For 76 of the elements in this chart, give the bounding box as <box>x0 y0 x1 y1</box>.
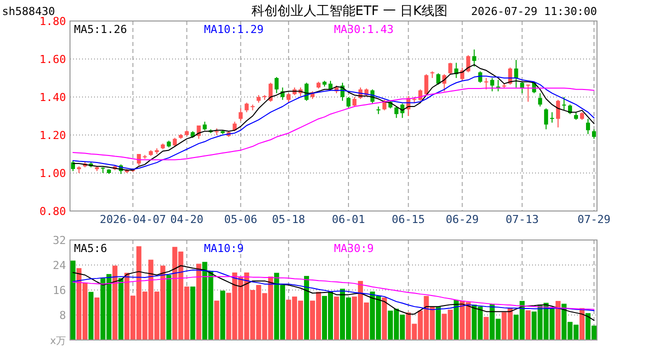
candlestick <box>562 96 566 111</box>
bar <box>118 278 124 340</box>
bar <box>454 300 459 340</box>
x-tick-label: 07-29 <box>577 212 611 226</box>
y-tick-label: 24 <box>52 258 66 272</box>
line-series <box>72 270 595 312</box>
candlestick <box>394 106 398 118</box>
candlestick <box>538 92 542 107</box>
text: MA30:1.43 <box>334 23 394 36</box>
x-tick-label: 06-15 <box>392 212 425 226</box>
y-tick-label: 16 <box>52 284 66 297</box>
x-tick-label: 2026-04-07 <box>100 212 166 226</box>
candlestick <box>514 59 518 88</box>
y-tick-label: 1.60 <box>40 52 66 66</box>
bar <box>526 310 531 340</box>
candlestick <box>556 99 560 128</box>
chart-title: 科创创业人工智能ETF 一 日K线图 <box>251 4 448 19</box>
text: MA10:1.29 <box>204 23 264 36</box>
candlestick <box>196 125 201 140</box>
candlestick <box>466 54 470 73</box>
candlestick <box>592 128 596 140</box>
bar <box>220 290 226 340</box>
bar <box>334 296 339 340</box>
bar <box>556 300 561 340</box>
candlestick <box>484 78 488 90</box>
x-tick-label: 04-20 <box>170 212 204 226</box>
bar <box>166 275 172 340</box>
candlestick <box>286 92 291 104</box>
candlestick <box>268 82 273 102</box>
text: 2026-07-29 11:30:00 <box>471 5 597 18</box>
bar <box>112 266 118 340</box>
bar <box>484 316 489 340</box>
candlestick <box>232 121 237 132</box>
candlestick <box>586 118 590 135</box>
candlestick <box>346 96 350 108</box>
candlestick <box>244 102 249 113</box>
bar <box>196 264 202 340</box>
candlestick <box>424 74 428 96</box>
bar <box>580 308 585 340</box>
x-tick-label: 05-18 <box>272 212 306 226</box>
bar <box>70 260 76 340</box>
bar <box>94 298 100 340</box>
bar <box>436 306 441 340</box>
line-series <box>72 265 595 321</box>
bar <box>382 298 387 340</box>
candlestick <box>238 108 243 122</box>
x-tick-label: 05-06 <box>224 212 258 226</box>
candlestick <box>544 108 548 130</box>
x-tick-label: 06-29 <box>446 212 479 226</box>
candlestick <box>436 72 440 86</box>
candlestick <box>472 49 476 68</box>
candlestick <box>304 82 309 102</box>
y-axis-title: x万 <box>50 336 66 347</box>
candlestick <box>496 79 500 92</box>
candlestick <box>526 84 530 102</box>
y-tick-label: 1.00 <box>40 166 66 180</box>
y-tick-label: 1.40 <box>40 90 66 104</box>
bar <box>214 300 220 340</box>
text: MA30:9 <box>334 242 374 255</box>
series-label: MA5:6 <box>74 242 108 255</box>
candlestick <box>490 78 494 92</box>
text: MA5:1.26 <box>74 23 127 36</box>
y-tick-label: 8 <box>59 308 66 322</box>
candlestick <box>550 112 554 124</box>
candlestick <box>352 96 356 107</box>
y-tick-label: 0.80 <box>40 204 66 218</box>
y-tick-label: 1.20 <box>40 128 66 142</box>
bar <box>88 292 94 340</box>
bar <box>304 276 310 340</box>
x-tick-label: 07-13 <box>506 212 539 226</box>
line-series <box>72 276 595 310</box>
candlestick <box>274 76 279 94</box>
series-label: MA10:9 <box>204 242 244 255</box>
bar <box>190 286 196 340</box>
x-tick-label: 06-01 <box>332 212 366 226</box>
y-tick-label: 32 <box>52 234 66 247</box>
